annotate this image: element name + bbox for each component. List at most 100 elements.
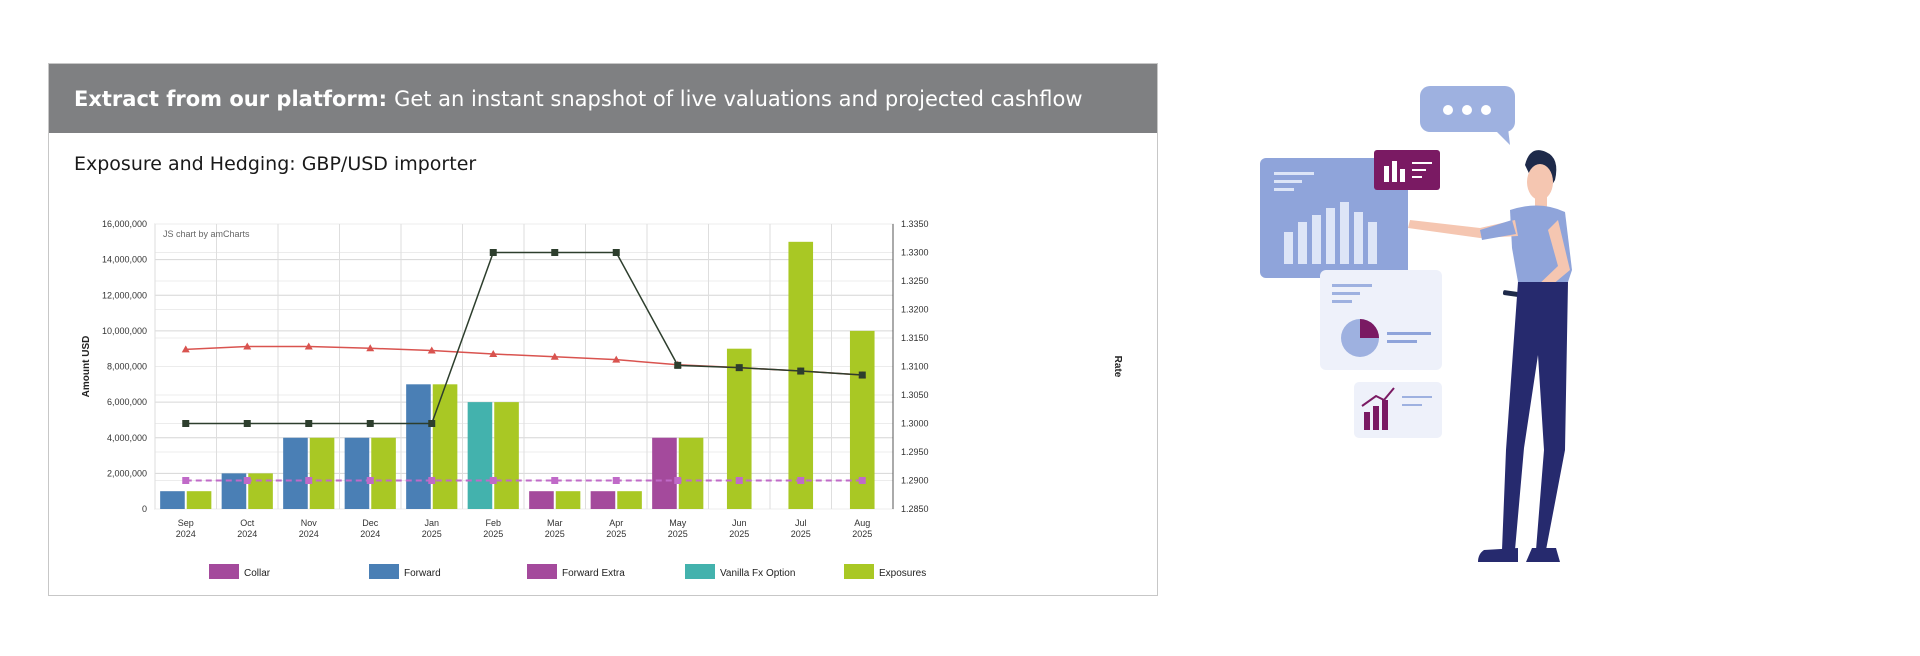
bar-exposures	[788, 241, 814, 509]
y-tick-label: 16,000,000	[102, 219, 147, 229]
y-tick-label: 10,000,000	[102, 326, 147, 336]
rate-point	[551, 249, 559, 256]
rate-point	[182, 477, 190, 484]
x-tick-year: 2025	[791, 529, 811, 539]
bar-forward	[406, 384, 431, 509]
illustration	[1260, 86, 1572, 562]
rate-point	[489, 349, 498, 357]
y-tick-label: 8,000,000	[107, 362, 147, 372]
rate-point	[243, 342, 252, 350]
rate-point	[428, 420, 436, 427]
y2-tick-label: 1.3150	[901, 333, 929, 343]
bar-forward	[160, 491, 185, 509]
y2-tick-label: 1.3300	[901, 248, 929, 258]
amcharts-credit: JS chart by amCharts	[163, 229, 250, 239]
platform-card: Extract from our platform: Get an instan…	[48, 63, 1158, 596]
rate-point	[612, 477, 620, 484]
legend-label: Forward	[404, 568, 441, 579]
y2-tick-label: 1.3000	[901, 419, 929, 429]
legend-swatch-collar	[209, 564, 239, 579]
rate-point	[243, 477, 251, 484]
rate-point	[735, 477, 743, 484]
bar-exposures	[309, 437, 335, 509]
x-tick-year: 2025	[852, 529, 872, 539]
x-tick-year: 2025	[545, 529, 565, 539]
rate-point	[551, 477, 559, 484]
y2-tick-label: 1.3100	[901, 362, 929, 372]
x-tick-month: Jul	[795, 518, 807, 528]
rate-point	[182, 420, 190, 427]
bar-exposures	[186, 491, 212, 509]
exposure-chart: 0 2,000,000 4,000,000 6,000,000 8,000,000 10,…	[81, 219, 1123, 579]
x-tick-month: Jan	[424, 518, 439, 528]
bar-forward	[344, 437, 370, 509]
x-tick-year: 2024	[360, 529, 380, 539]
x-tick-month: Dec	[362, 518, 379, 528]
y-axis-title: Amount USD	[81, 336, 92, 398]
bar-exposures	[726, 348, 752, 509]
bar-forward	[283, 437, 308, 509]
bar-forward	[221, 473, 247, 509]
legend-label: Forward Extra	[562, 568, 625, 579]
legend-swatch-exposures	[844, 564, 874, 579]
rate-point	[674, 477, 682, 484]
banner-bold: Extract from our platform:	[74, 86, 388, 111]
trend-chart-icon	[1354, 382, 1442, 438]
rate-point	[489, 477, 497, 484]
x-tick-year: 2025	[606, 529, 626, 539]
rate-point	[489, 249, 497, 256]
rate-point	[181, 345, 190, 353]
dashboard-panel	[1260, 158, 1408, 278]
x-tick-year: 2024	[176, 529, 196, 539]
y2-tick-label: 1.3050	[901, 390, 929, 400]
chart-title: Exposure and Hedging: GBP/USD importer	[74, 153, 477, 175]
rate-point	[797, 367, 805, 375]
legend-label: Exposures	[879, 568, 926, 579]
y2-tick-label: 1.2850	[901, 504, 929, 514]
rate-point	[243, 420, 251, 427]
x-tick-year: 2024	[299, 529, 319, 539]
legend-swatch-forward-extra	[527, 564, 557, 579]
bar-exposures	[432, 384, 458, 509]
bar-exposures	[678, 437, 704, 509]
x-tick-year: 2025	[483, 529, 503, 539]
rate-point	[612, 249, 620, 256]
y2-tick-label: 1.2950	[901, 447, 929, 457]
x-tick-year: 2025	[422, 529, 442, 539]
bar-exposures	[494, 402, 519, 509]
bar-exposures	[617, 491, 642, 509]
y-tick-label: 2,000,000	[107, 468, 147, 478]
rate-point	[305, 420, 313, 427]
y-tick-label: 4,000,000	[107, 433, 147, 443]
legend-swatch-forward	[369, 564, 399, 579]
x-tick-month: Nov	[301, 518, 318, 528]
y2-tick-label: 1.3200	[901, 305, 929, 315]
rate-point	[735, 364, 743, 372]
bar-exposures	[248, 473, 273, 509]
x-tick-month: Apr	[609, 518, 623, 528]
chat-bubble-icon	[1420, 86, 1515, 145]
legend-swatch-vanilla-fx-option	[685, 564, 715, 579]
rate-point	[304, 342, 313, 350]
x-tick-month: May	[669, 518, 687, 528]
x-tick-month: Mar	[547, 518, 563, 528]
rate-line-2	[185, 251, 863, 425]
y-tick-label: 0	[142, 504, 147, 514]
rate-point	[366, 344, 375, 352]
rate-point	[366, 477, 374, 484]
y-tick-label: 12,000,000	[102, 290, 147, 300]
y2-tick-label: 1.3250	[901, 276, 929, 286]
rate-point	[550, 352, 559, 360]
x-tick-year: 2025	[729, 529, 749, 539]
y-tick-label: 14,000,000	[102, 255, 147, 265]
y2-tick-label: 1.3350	[901, 219, 929, 229]
y2-tick-label: 1.2900	[901, 476, 929, 486]
rate-point	[612, 355, 621, 363]
x-tick-month: Sep	[178, 518, 194, 528]
rate-point	[305, 477, 313, 484]
legend-label: Collar	[244, 568, 271, 579]
person-figure	[1408, 150, 1572, 562]
bar-forward-extra	[652, 437, 677, 509]
x-tick-year: 2025	[668, 529, 688, 539]
x-tick-year: 2024	[237, 529, 257, 539]
